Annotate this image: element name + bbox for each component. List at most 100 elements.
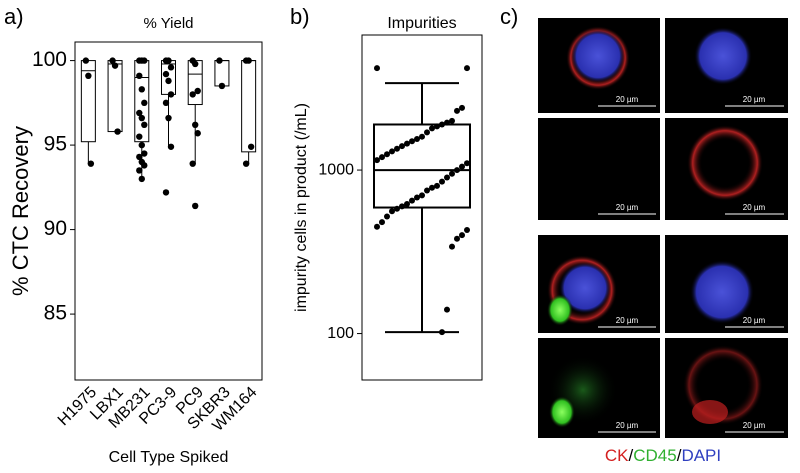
- micrographs: 20 µm 20 µm 20 µm 20 µm 20 µm 20 µm 20 µ…: [538, 18, 788, 438]
- panel-label: c): [500, 4, 518, 29]
- y-tick-label: 100: [32, 48, 67, 71]
- point: [444, 306, 450, 313]
- point: [165, 57, 172, 64]
- y-tick-label: 100: [327, 325, 354, 342]
- x-axis-label: Cell Type Spiked: [109, 449, 229, 466]
- point: [247, 143, 255, 150]
- point: [192, 121, 199, 129]
- scale-bar-label: 20 µm: [743, 95, 766, 104]
- point: [404, 140, 410, 147]
- point: [374, 157, 380, 164]
- point: [454, 167, 460, 174]
- point: [419, 192, 425, 199]
- point: [454, 235, 460, 242]
- point: [434, 123, 440, 130]
- point: [136, 133, 143, 140]
- point: [439, 329, 445, 336]
- point: [85, 72, 92, 80]
- point: [138, 175, 145, 183]
- point: [384, 213, 390, 220]
- y-tick-label: 1000: [318, 161, 354, 178]
- point: [242, 160, 250, 167]
- point: [414, 135, 420, 142]
- point: [167, 143, 175, 150]
- point: [162, 70, 170, 78]
- point: [167, 64, 175, 71]
- point: [464, 65, 470, 72]
- box: [107, 60, 123, 133]
- point: [162, 99, 170, 107]
- point: [136, 72, 143, 80]
- point: [414, 194, 420, 201]
- point: [379, 154, 385, 161]
- chart-title: Impurities: [387, 15, 456, 32]
- point: [419, 133, 425, 140]
- panel-label: a): [4, 4, 24, 29]
- y-axis-label: % CTC Recovery: [8, 126, 33, 296]
- y-axis-label: impurity cells in product (/mL): [293, 103, 310, 312]
- point: [114, 128, 121, 135]
- scale-bar-label: 20 µm: [743, 316, 766, 325]
- legend-ck: CK: [605, 446, 629, 465]
- legend-dapi: DAPI: [681, 446, 721, 465]
- point: [394, 145, 400, 152]
- scale-bar-label: 20 µm: [743, 203, 766, 212]
- point: [189, 91, 196, 98]
- point: [138, 141, 145, 149]
- point: [374, 65, 380, 72]
- point: [404, 201, 410, 208]
- point: [136, 167, 143, 174]
- point: [424, 187, 430, 194]
- point: [192, 202, 199, 210]
- point: [449, 243, 455, 250]
- box: [214, 60, 230, 87]
- point: [218, 82, 226, 90]
- point: [424, 129, 430, 136]
- point: [141, 99, 148, 107]
- point: [464, 226, 470, 233]
- point: [111, 62, 119, 69]
- point: [384, 151, 390, 158]
- point: [379, 219, 385, 226]
- point: [162, 189, 170, 196]
- point: [136, 153, 143, 161]
- point: [82, 57, 90, 64]
- box: [187, 60, 203, 106]
- point: [459, 163, 465, 170]
- box: [241, 60, 257, 153]
- point: [141, 121, 148, 129]
- y-tick-label: 90: [44, 217, 67, 240]
- point: [444, 119, 450, 126]
- point: [429, 184, 435, 191]
- point: [109, 57, 116, 64]
- point: [444, 174, 450, 181]
- scale-bar-label: 20 µm: [616, 421, 639, 430]
- point: [409, 138, 415, 145]
- legend-sep: /: [629, 446, 634, 465]
- point: [194, 87, 201, 95]
- scale-bar-label: 20 µm: [616, 203, 639, 212]
- point: [141, 57, 148, 64]
- plot-frame: [74, 41, 263, 381]
- point: [138, 86, 145, 93]
- point: [194, 130, 201, 137]
- point: [439, 121, 445, 128]
- point: [189, 160, 196, 167]
- point: [138, 114, 145, 122]
- point: [141, 162, 148, 169]
- panel-label: b): [290, 4, 310, 29]
- point: [136, 109, 143, 117]
- point: [429, 125, 435, 132]
- point: [449, 117, 455, 124]
- point: [459, 232, 465, 239]
- point: [389, 208, 395, 215]
- point: [464, 160, 470, 167]
- point: [399, 203, 405, 210]
- point: [165, 114, 172, 122]
- chart-title: % Yield: [143, 15, 193, 32]
- point: [167, 91, 175, 98]
- point: [399, 143, 405, 150]
- plot-frame: [361, 34, 483, 381]
- point: [459, 104, 465, 111]
- point: [409, 197, 415, 204]
